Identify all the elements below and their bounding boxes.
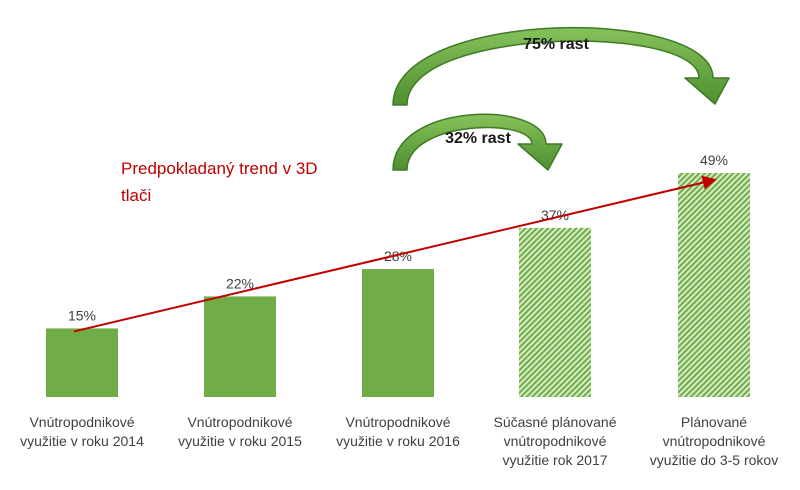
category-label-2: Vnútropodnikové využitie v roku 2015 (178, 414, 302, 449)
value-label-1: 15% (68, 307, 96, 323)
bar-4 (519, 227, 591, 397)
bar-5 (678, 173, 750, 397)
category-label-5: Plánované vnútropodnikové využitie do 3-5 … (650, 414, 778, 468)
value-label-3: 28% (384, 248, 412, 264)
growth-arrow-32 (392, 113, 563, 171)
growth-arrow-75 (392, 27, 730, 106)
trend-line (73, 175, 717, 333)
category-label-4: Súčasné plánované vnútropodnikové využitie… (494, 414, 617, 468)
growth-label-2: 75% rast (523, 36, 589, 53)
growth-label-1: 32% rast (445, 130, 511, 147)
bar-1 (46, 328, 118, 397)
bar-2 (204, 296, 276, 397)
trend-label: Predpokladaný trend v 3D tlači (121, 159, 318, 205)
value-label-2: 22% (226, 275, 254, 291)
category-label-3: Vnútropodnikové využitie v roku 2016 (336, 414, 460, 449)
value-label-5: 49% (700, 152, 728, 168)
category-label-1: Vnútropodnikové využitie v roku 2014 (20, 414, 144, 449)
bar-3 (362, 269, 434, 397)
